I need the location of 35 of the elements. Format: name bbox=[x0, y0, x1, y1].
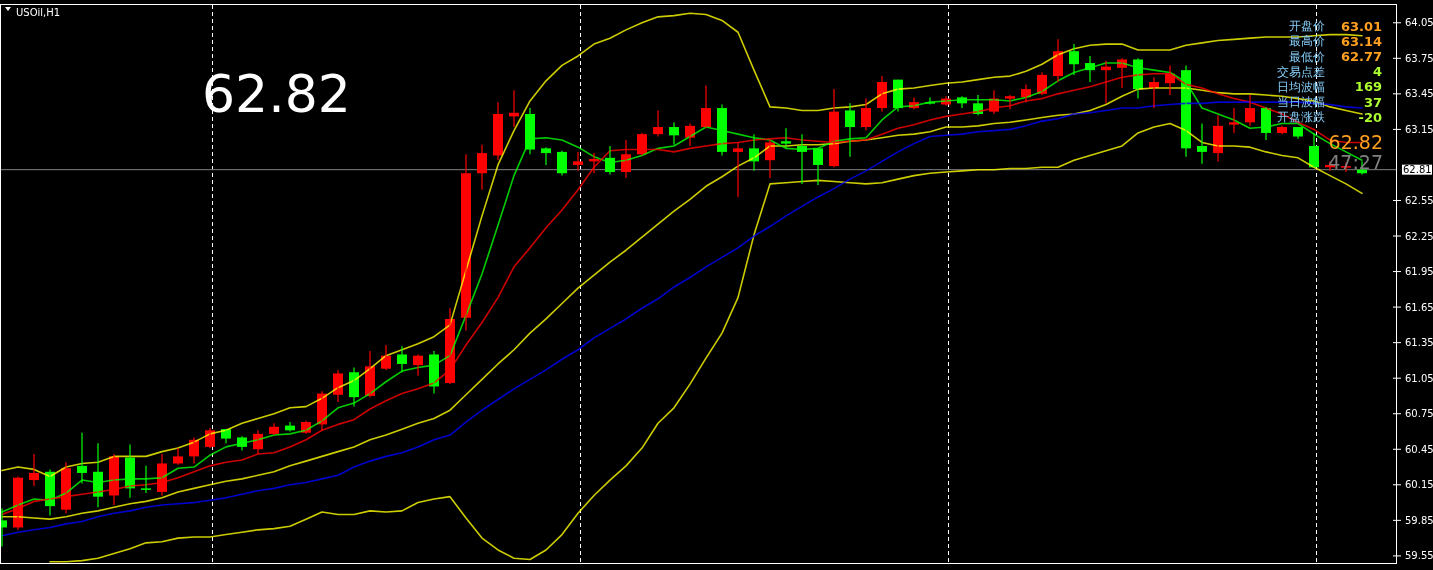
annotation: 日均波幅 bbox=[1277, 80, 1325, 94]
annotation: 最低价 bbox=[1289, 49, 1325, 64]
annotation: 62.77 bbox=[1340, 48, 1382, 64]
annotation: 63.14 bbox=[1340, 33, 1382, 49]
text: 4 bbox=[1372, 64, 1382, 80]
y-tick-label: 61.05 bbox=[1405, 372, 1433, 384]
annotation: 开盘价 bbox=[1289, 19, 1325, 34]
annotation: 62.82 bbox=[202, 64, 351, 124]
y-tick-label: 64.05 bbox=[1405, 17, 1433, 29]
annotation: 37 bbox=[1363, 94, 1382, 110]
annotation: 169 bbox=[1354, 79, 1382, 95]
y-tick-label: 63.45 bbox=[1405, 88, 1433, 100]
candlestick bbox=[141, 465, 151, 494]
annotation: 交易点差 bbox=[1277, 64, 1325, 79]
y-tick-label: 62.55 bbox=[1405, 194, 1433, 206]
annotation: -20 bbox=[1358, 109, 1382, 125]
y-tick-label: 61.35 bbox=[1405, 337, 1433, 349]
y-tick-label: 60.15 bbox=[1405, 479, 1433, 491]
annotation: 最高价 bbox=[1289, 34, 1325, 49]
y-tick-label: 59.85 bbox=[1405, 514, 1433, 526]
y-tick-label: 61.65 bbox=[1405, 301, 1433, 313]
y-tick-label: 60.45 bbox=[1405, 443, 1433, 455]
ref-line-label: 62.81 bbox=[1403, 164, 1432, 176]
candlestick bbox=[1005, 94, 1015, 110]
candlestick bbox=[781, 127, 791, 149]
chart-title: USOil,H1 bbox=[16, 7, 61, 18]
candlestick bbox=[1229, 107, 1239, 134]
y-tick-label: 63.15 bbox=[1405, 123, 1433, 135]
y-tick-label: 63.75 bbox=[1405, 52, 1433, 64]
y-tick-label: 59.55 bbox=[1405, 550, 1433, 562]
annotation: 63.01 bbox=[1340, 18, 1382, 34]
annotation: 开盘涨跌 bbox=[1277, 110, 1325, 125]
y-tick-label: 60.75 bbox=[1405, 408, 1433, 420]
y-tick-label: 62.25 bbox=[1405, 230, 1433, 242]
y-tick-label: 61.95 bbox=[1405, 266, 1433, 278]
